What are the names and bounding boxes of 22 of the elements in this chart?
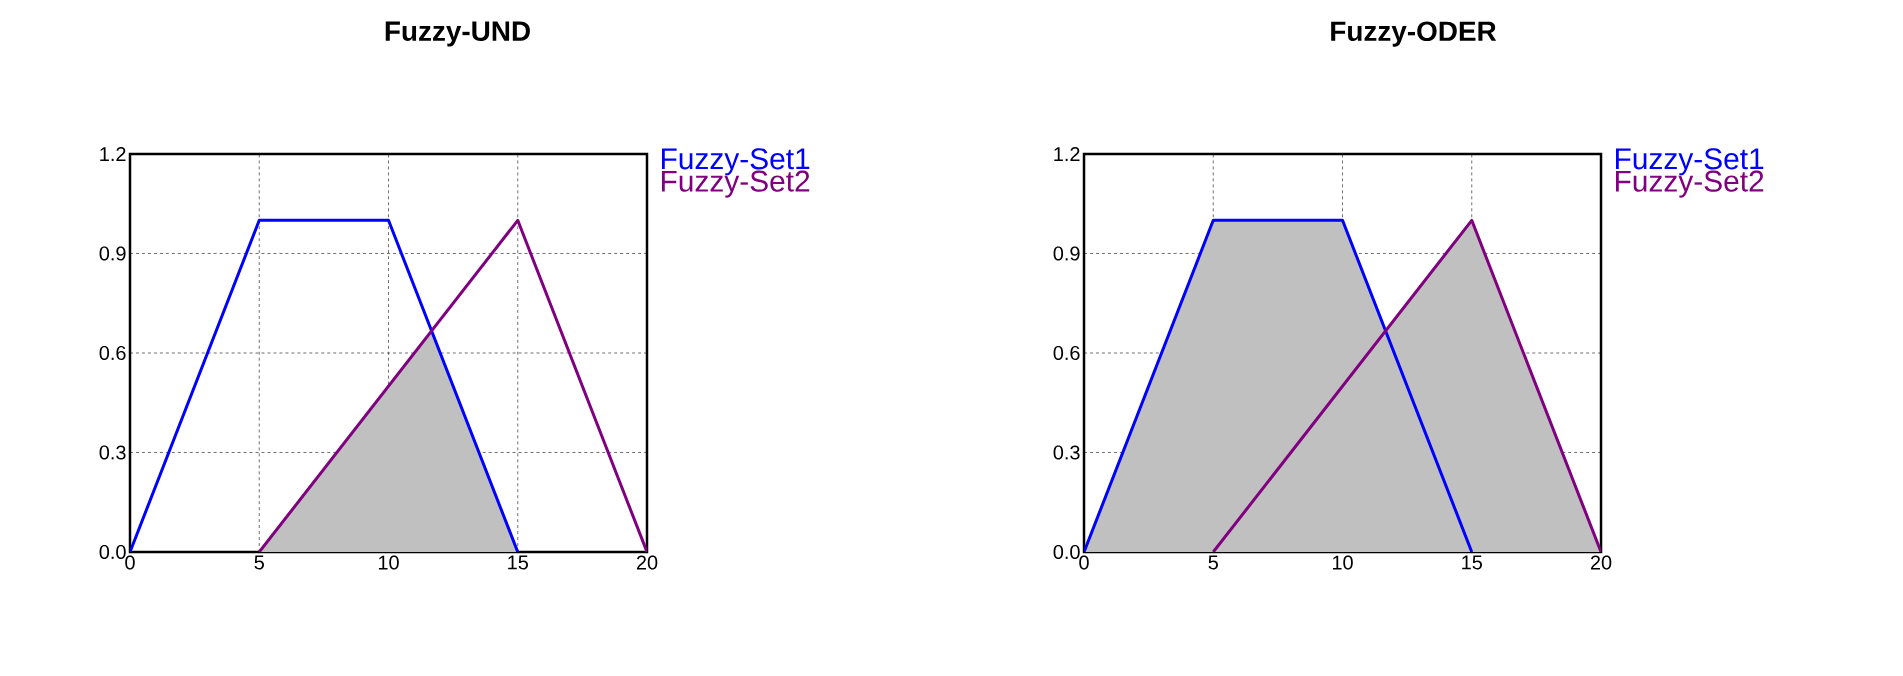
x-tick-label: 5 bbox=[254, 555, 264, 570]
x-tick-label: 10 bbox=[1332, 555, 1353, 570]
y-tick-label: 0.0 bbox=[99, 544, 126, 560]
y-tick-label: 0.9 bbox=[1053, 246, 1080, 261]
x-tick-label: 15 bbox=[1462, 555, 1483, 570]
y-tick-label: 0.3 bbox=[99, 445, 126, 460]
y-tick-label: 0.6 bbox=[1053, 345, 1080, 361]
y-tick-label: 0.9 bbox=[99, 246, 126, 261]
chart-title: Fuzzy-ODER bbox=[1331, 21, 1497, 47]
y-tick-label: 0.6 bbox=[99, 345, 126, 361]
y-tick-label: 1.2 bbox=[1054, 147, 1080, 161]
y-tick-label: 0.3 bbox=[1053, 445, 1080, 460]
x-tick-label: 15 bbox=[508, 555, 528, 570]
x-tick-label: 10 bbox=[378, 555, 399, 570]
y-tick-label: 0.0 bbox=[1053, 544, 1080, 560]
x-tick-label: 20 bbox=[1590, 555, 1612, 570]
x-tick-label: 20 bbox=[636, 555, 658, 570]
x-tick-label: 0 bbox=[125, 555, 135, 570]
x-tick-label: 0 bbox=[1079, 555, 1089, 570]
y-tick-label: 1.2 bbox=[100, 147, 126, 161]
chart-title: Fuzzy-UND bbox=[385, 21, 530, 47]
x-tick-label: 5 bbox=[1208, 555, 1218, 570]
